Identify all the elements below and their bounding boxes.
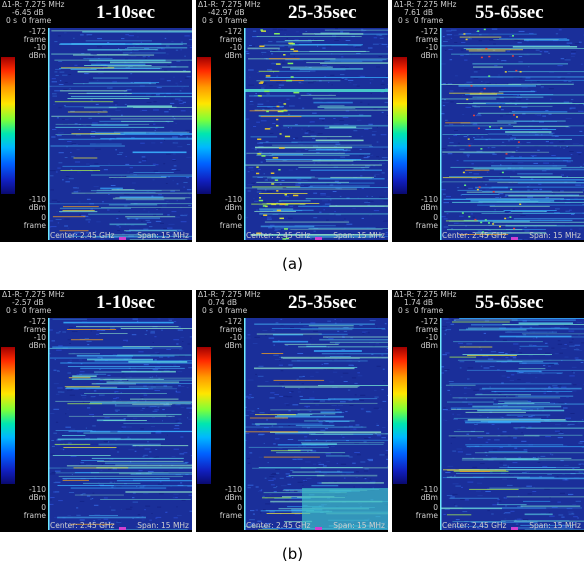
reference-edge xyxy=(48,318,50,530)
axis-frame-label-bottom: frame xyxy=(196,222,242,230)
spectrogram-panel: Δ1-R: 7.275 MHz -6.45 dB 0 s 0 frame 1-10se… xyxy=(0,0,192,242)
spectrogram-panel: Δ1-R: 7.275 MHz 1.74 dB 0 s 0 frame 55-65se… xyxy=(392,290,584,532)
axis-frame-label-bottom: frame xyxy=(0,222,46,230)
marker-readout: Δ1-R: 7.275 MHz 1.74 dB 0 s 0 frame xyxy=(394,291,456,315)
axis-unit-bottom: dBm xyxy=(196,204,242,212)
axis-unit-bottom: dBm xyxy=(0,204,46,212)
axis-unit-bottom: dBm xyxy=(0,494,46,502)
center-frequency: Center: 2.45 GHz xyxy=(246,231,311,241)
reference-edge xyxy=(244,28,246,240)
colorbar xyxy=(393,57,407,194)
reference-edge xyxy=(244,318,246,530)
span-frequency: Span: 15 MHz xyxy=(333,231,385,241)
marker-time: 0 s 0 frame xyxy=(198,17,260,25)
span-frequency: Span: 15 MHz xyxy=(529,521,581,531)
spectrogram-panel: Δ1-R: 7.275 MHz -42.97 dB 0 s 0 frame 25-35… xyxy=(196,0,388,242)
colorbar xyxy=(197,347,211,484)
axis-unit-bottom: dBm xyxy=(392,494,438,502)
spectrogram-waterfall xyxy=(440,28,584,240)
marker-indicator xyxy=(511,237,518,240)
colorbar xyxy=(1,347,15,484)
marker-readout: Δ1-R: 7.275 MHz -2.57 dB 0 s 0 frame xyxy=(2,291,64,315)
panel-title: 1-10sec xyxy=(96,3,155,23)
colorbar xyxy=(393,347,407,484)
marker-time: 0 s 0 frame xyxy=(198,307,260,315)
span-frequency: Span: 15 MHz xyxy=(137,521,189,531)
axis-frame-label-bottom: frame xyxy=(392,222,438,230)
caption-a: (a) xyxy=(0,255,585,273)
marker-time: 0 s 0 frame xyxy=(394,307,456,315)
panel-title: 55-65sec xyxy=(475,3,544,23)
spectrogram-waterfall xyxy=(244,318,388,530)
marker-indicator xyxy=(315,527,322,530)
axis-unit-bottom: dBm xyxy=(392,204,438,212)
marker-indicator xyxy=(119,237,126,240)
spectrogram-panel: Δ1-R: 7.275 MHz -2.57 dB 0 s 0 frame 1-10se… xyxy=(0,290,192,532)
center-frequency: Center: 2.45 GHz xyxy=(50,231,115,241)
marker-readout: Δ1-R: 7.275 MHz 0.74 dB 0 s 0 frame xyxy=(198,291,260,315)
axis-unit-bottom: dBm xyxy=(196,494,242,502)
reference-edge xyxy=(440,318,442,530)
marker-indicator xyxy=(511,527,518,530)
span-frequency: Span: 15 MHz xyxy=(333,521,385,531)
spectrogram-waterfall xyxy=(48,28,192,240)
marker-indicator xyxy=(119,527,126,530)
axis-frame-label-bottom: frame xyxy=(0,512,46,520)
marker-time: 0 s 0 frame xyxy=(2,307,64,315)
panel-title: 25-35sec xyxy=(288,293,357,313)
spectrogram-waterfall xyxy=(440,318,584,530)
panel-title: 1-10sec xyxy=(96,293,155,313)
panel-title: 55-65sec xyxy=(475,293,544,313)
spectrogram-panel: Δ1-R: 7.275 MHz 0.74 dB 0 s 0 frame 25-35se… xyxy=(196,290,388,532)
marker-readout: Δ1-R: 7.275 MHz -42.97 dB 0 s 0 frame xyxy=(198,1,260,25)
marker-readout: Δ1-R: 7.275 MHz 7.61 dB 0 s 0 frame xyxy=(394,1,456,25)
center-frequency: Center: 2.45 GHz xyxy=(442,231,507,241)
center-frequency: Center: 2.45 GHz xyxy=(442,521,507,531)
panel-title: 25-35sec xyxy=(288,3,357,23)
span-frequency: Span: 15 MHz xyxy=(529,231,581,241)
center-frequency: Center: 2.45 GHz xyxy=(246,521,311,531)
reference-edge xyxy=(440,28,442,240)
reference-edge xyxy=(48,28,50,240)
marker-indicator xyxy=(315,237,322,240)
center-frequency: Center: 2.45 GHz xyxy=(50,521,115,531)
colorbar xyxy=(1,57,15,194)
spectrogram-waterfall xyxy=(244,28,388,240)
marker-readout: Δ1-R: 7.275 MHz -6.45 dB 0 s 0 frame xyxy=(2,1,64,25)
marker-time: 0 s 0 frame xyxy=(2,17,64,25)
spectrogram-waterfall xyxy=(48,318,192,530)
axis-frame-label-bottom: frame xyxy=(392,512,438,520)
spectrogram-panel: Δ1-R: 7.275 MHz 7.61 dB 0 s 0 frame 55-65se… xyxy=(392,0,584,242)
caption-b: (b) xyxy=(0,545,585,563)
colorbar xyxy=(197,57,211,194)
axis-frame-label-bottom: frame xyxy=(196,512,242,520)
span-frequency: Span: 15 MHz xyxy=(137,231,189,241)
marker-time: 0 s 0 frame xyxy=(394,17,456,25)
